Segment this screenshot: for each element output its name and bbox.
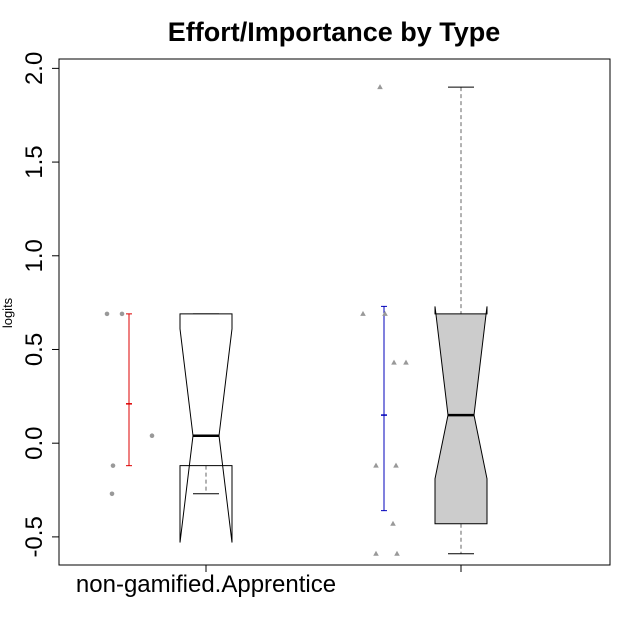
data-point [391, 359, 397, 365]
data-point [149, 433, 155, 438]
data-point [109, 491, 115, 497]
data-point [403, 359, 409, 365]
data-point [394, 550, 400, 556]
data-point [360, 310, 366, 316]
data-point [393, 462, 399, 468]
data-point [119, 311, 125, 317]
box-group [360, 84, 488, 556]
y-axis-label: logits [0, 297, 15, 328]
x-tick-label: non-gamified.Apprentice [76, 571, 336, 598]
data-point [377, 84, 383, 90]
y-tick-label: 2.0 [21, 52, 48, 85]
y-tick-label: -0.5 [21, 516, 48, 557]
data-point [390, 520, 396, 526]
notched-box [179, 313, 233, 543]
y-tick-label: 1.0 [21, 239, 48, 272]
y-axis: -0.5 0.0 0.5 1.0 1.5 2.0 [21, 52, 60, 558]
plot-frame [58, 58, 611, 566]
chart-title: Effort/Importance by Type [168, 17, 501, 47]
boxplot-series [104, 84, 488, 556]
box-group [104, 311, 233, 543]
data-point [373, 550, 379, 556]
data-point [373, 462, 379, 468]
y-tick-label: 0.5 [21, 333, 48, 366]
data-point [104, 311, 110, 317]
x-axis: non-gamified.Apprentice [76, 565, 462, 598]
data-point [110, 463, 116, 468]
y-tick-label: 1.5 [21, 145, 48, 178]
data-point [382, 310, 388, 316]
y-tick-label: 0.0 [21, 426, 48, 459]
